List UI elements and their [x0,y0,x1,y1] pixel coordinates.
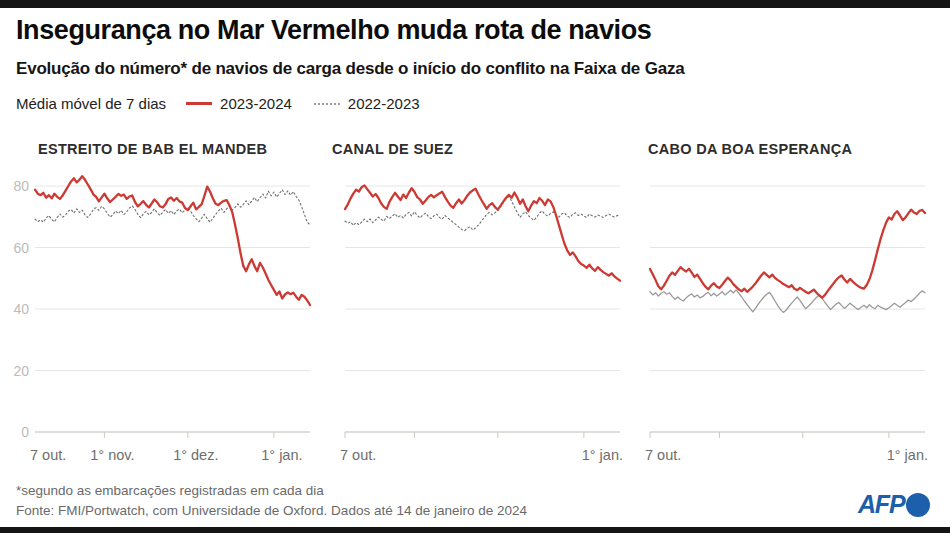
series-line-2023-2024 [35,176,310,305]
legend-series-2022-2023: 2022-2023 [348,95,420,112]
x-tick-label: 7 out. [30,447,66,463]
afp-logo: AFP [858,490,930,519]
y-tick-label: 40 [13,301,29,317]
series-line-2022-2023 [35,190,310,225]
line-chart-bab-el-mandeb: 0 20 40 60 80 7 out. 1° nov. 1° dez. 1° jan. [8,138,318,468]
line-chart-suez-canal: 7 out. 1° jan. [338,138,630,468]
y-tick-label: 80 [13,178,29,194]
top-black-bar [0,0,950,8]
footnote: *segundo as embarcações registradas em c… [16,483,324,498]
series-line-2023-2024 [345,185,620,280]
subtitle: Evolução do número* de navios de carga d… [16,59,684,79]
y-tick-label: 60 [13,240,29,256]
x-tick-label: 7 out. [645,447,681,463]
legend-solid-red-line-swatch [186,102,212,105]
y-tick-label: 0 [21,424,29,440]
x-tick-label: 1° jan. [887,447,928,463]
y-tick-label: 20 [13,363,29,379]
line-chart-cape-of-good-hope: 7 out. 1° jan. [643,138,935,468]
legend: Média móvel de 7 dias 2023-2024 2022-202… [16,95,420,112]
x-tick-label: 1° nov. [90,447,134,463]
x-tick-label: 7 out. [340,447,376,463]
source-line: Fonte: FMI/Portwatch, com Universidade d… [16,503,527,518]
bottom-black-bar [0,527,950,533]
afp-logo-text: AFP [858,490,904,519]
x-tick-label: 1° jan. [582,447,623,463]
legend-series-2023-2024: 2023-2024 [220,95,292,112]
series-line-2023-2024 [650,210,925,298]
legend-label: Média móvel de 7 dias [16,95,166,112]
x-tick-label: 1° dez. [173,447,218,463]
afp-circle-icon [906,493,930,517]
legend-dotted-gray-line-swatch [314,103,340,105]
x-tick-label: 1° jan. [261,447,302,463]
page-title: Insegurança no Mar Vermelho muda rota de… [16,15,651,46]
